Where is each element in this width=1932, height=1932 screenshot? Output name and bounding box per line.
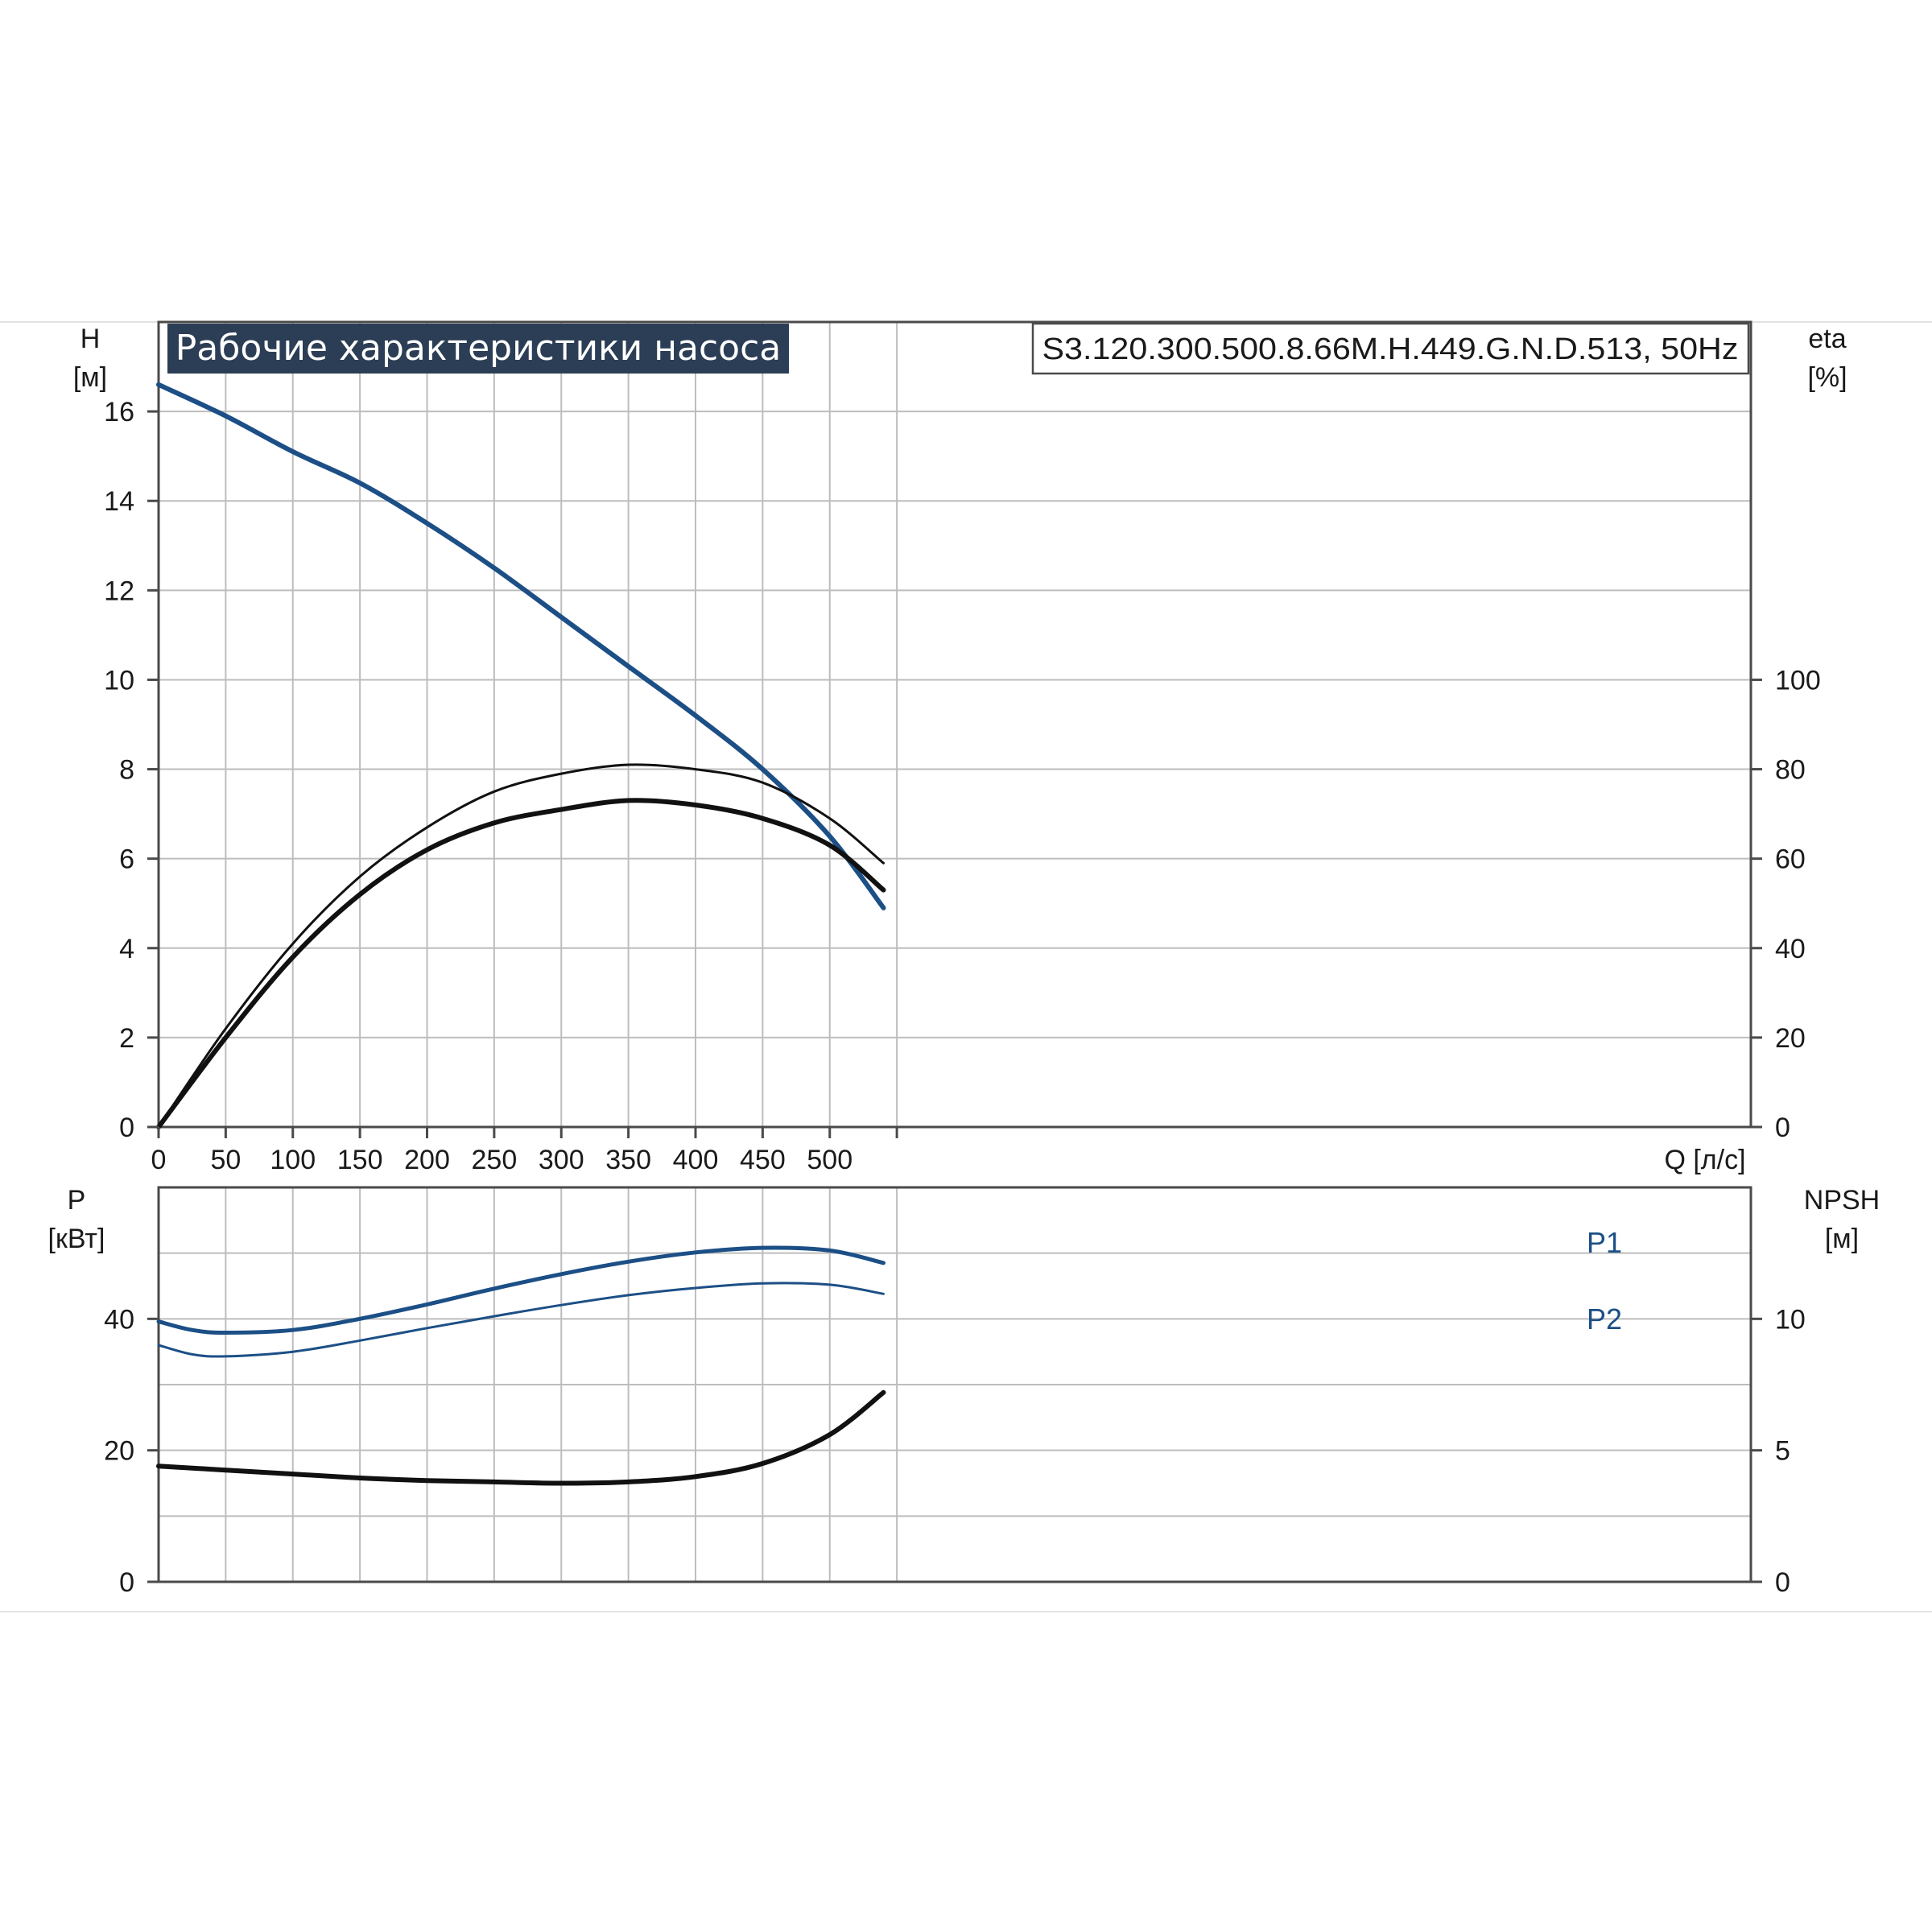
- efficiency-axis-unit: [%]: [1807, 362, 1847, 393]
- top-grid: [159, 322, 1751, 1127]
- title-box: [167, 324, 789, 374]
- top-left-tick-label: 14: [104, 486, 134, 517]
- top-curve-1: [157, 763, 885, 1129]
- npsh-axis-unit: [м]: [1825, 1224, 1859, 1254]
- x-tick-label: 150: [337, 1145, 383, 1175]
- x-tick-label: 500: [807, 1145, 852, 1175]
- top-right-tick-label: 20: [1775, 1023, 1806, 1054]
- bottom-curve-1: [157, 1282, 885, 1358]
- top-left-tick-label: 6: [119, 844, 134, 875]
- x-tick-label: 350: [605, 1145, 651, 1175]
- bottom-right-tick-label: 10: [1775, 1304, 1806, 1335]
- top-right-tick-label: 60: [1775, 844, 1806, 875]
- npsh-axis-label: NPSH: [1804, 1185, 1880, 1216]
- bottom-left-tick-label: 40: [104, 1304, 134, 1335]
- head-axis-unit: [м]: [73, 362, 107, 393]
- head-axis-label: H: [80, 324, 101, 354]
- top-right-tick-label: 80: [1775, 755, 1806, 786]
- top-left-tick-label: 8: [119, 755, 134, 786]
- top-plot-frame: [157, 320, 1752, 1129]
- power-axis-label: P: [68, 1185, 86, 1216]
- top-left-tick-label: 16: [104, 397, 134, 427]
- x-tick-label: 100: [270, 1145, 316, 1175]
- curve-label-p2: P2: [1587, 1302, 1622, 1335]
- bottom-tick-labels: 0 20 40 0 5 10: [104, 1304, 1806, 1598]
- bottom-plot-frame: [157, 1186, 1752, 1583]
- x-tick-label: 400: [673, 1145, 719, 1175]
- bottom-right-tick-label: 0: [1775, 1567, 1790, 1598]
- x-tick-label: 0: [151, 1145, 167, 1175]
- bottom-curves: [156, 1245, 886, 1486]
- top-curves: [156, 382, 886, 1129]
- x-tick-label: 300: [539, 1145, 584, 1175]
- pump-model: S3.120.300.500.8.66M.H.449.G.N.D.513, 50…: [1042, 332, 1739, 366]
- bottom-right-tick-label: 5: [1775, 1436, 1790, 1467]
- chart-title: Рабочие характеристики насоса: [175, 328, 781, 369]
- efficiency-axis-label: eta: [1808, 324, 1846, 354]
- top-curve-2: [156, 798, 886, 1129]
- top-curve-0: [156, 382, 886, 910]
- bottom-left-tick-label: 20: [104, 1436, 134, 1467]
- flow-axis-label: Q [л/с]: [1664, 1145, 1745, 1175]
- power-axis-unit: [кВт]: [48, 1224, 105, 1254]
- top-right-tick-label: 100: [1775, 665, 1821, 696]
- model-box: [1031, 322, 1750, 375]
- top-left-tick-label: 10: [104, 665, 134, 696]
- top-left-tick-label: 0: [119, 1113, 134, 1143]
- bottom-left-tick-label: 0: [119, 1567, 134, 1598]
- x-tick-label: 50: [210, 1145, 241, 1175]
- top-left-tick-label: 4: [119, 934, 134, 964]
- top-left-tick-label: 2: [119, 1023, 134, 1054]
- top-left-tick-label: 12: [104, 576, 134, 606]
- curve-label-p1: P1: [1587, 1226, 1622, 1259]
- bottom-curve-0: [156, 1245, 886, 1335]
- x-tick-label: 250: [472, 1145, 518, 1175]
- top-tick-labels: 0 2 4 6 8 10 12 14 16 0 20 40 60 80 100 0 50 100 150 200 250…: [104, 397, 1821, 1175]
- top-right-tick-label: 0: [1775, 1113, 1790, 1143]
- x-tick-label: 450: [740, 1145, 786, 1175]
- bottom-grid: [159, 1187, 1751, 1582]
- x-tick-label: 200: [404, 1145, 450, 1175]
- bottom-curve-2: [156, 1389, 886, 1486]
- top-right-tick-label: 40: [1775, 934, 1806, 964]
